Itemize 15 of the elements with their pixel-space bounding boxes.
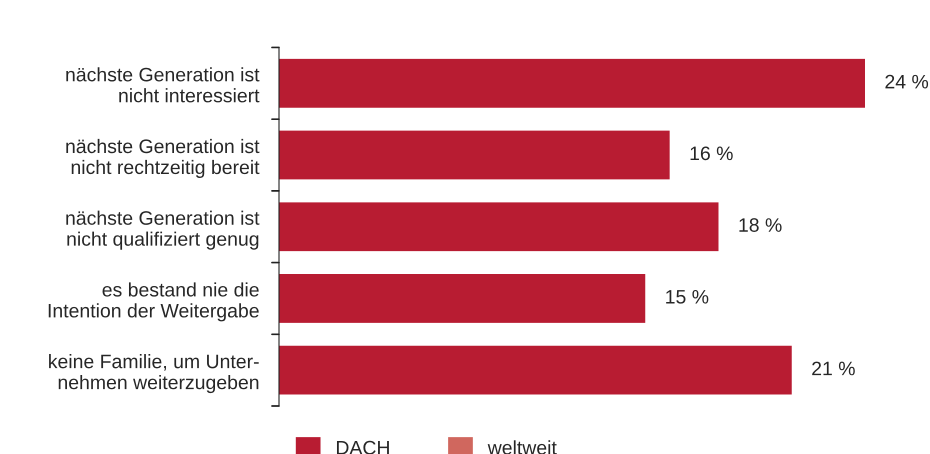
y-tick-label: es bestand nie die Intention der Weitergabe (48, 282, 259, 322)
data-label: 21 % (812, 362, 855, 376)
y-tick-label: nächste Generation ist nicht interessiert (66, 67, 260, 102)
data-label: 24 % (885, 74, 928, 88)
data-label: 15 % (666, 290, 708, 304)
data-label: 18 % (739, 218, 782, 232)
y-tick-label: nächste Generation ist nicht qualifiziert genug (66, 210, 260, 250)
bar (279, 202, 718, 252)
y-tick-label: keine Familie, um Unter- nehmen weiterzugeben (49, 354, 259, 394)
bar (279, 346, 792, 395)
bar (279, 130, 670, 180)
data-label: 16 % (690, 146, 733, 160)
y-tick-label: nächste Generation ist nicht rechtzeitig bereit (66, 138, 260, 178)
bar (279, 274, 646, 323)
bar (279, 58, 865, 108)
